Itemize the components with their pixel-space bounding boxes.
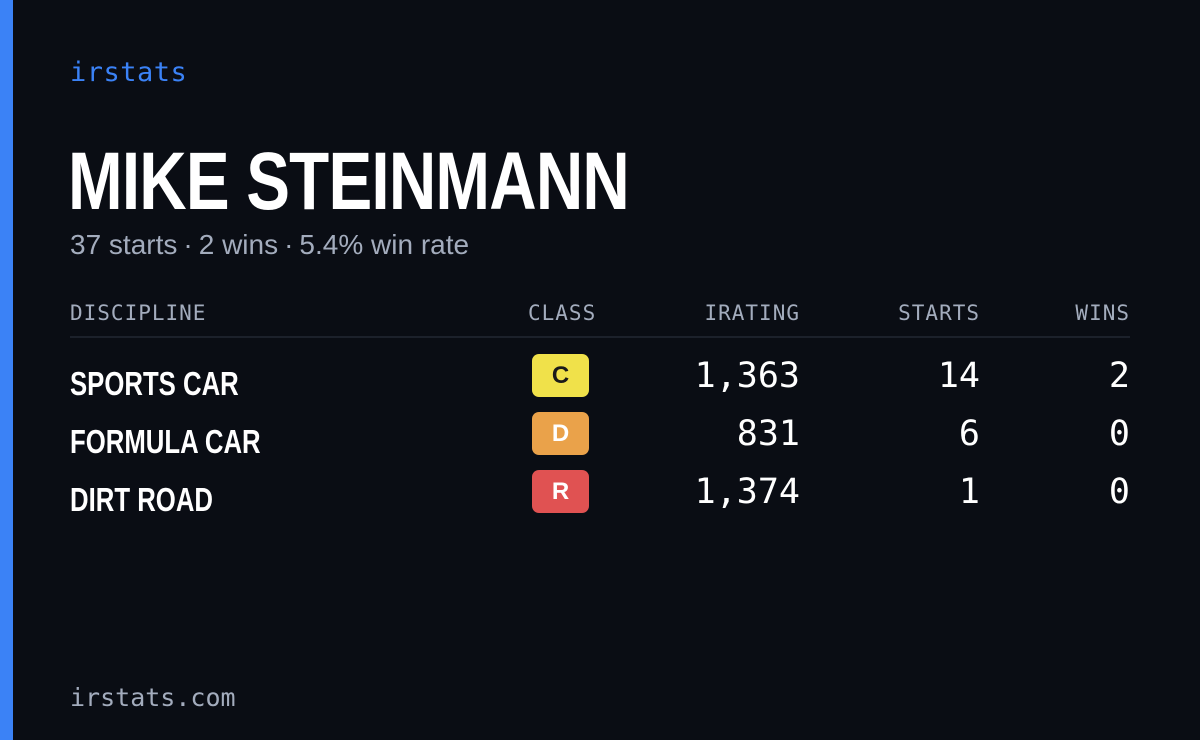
summary-wins: 2 wins — [198, 229, 279, 260]
discipline-name: FORMULA CAR — [70, 423, 261, 460]
table-body: SPORTS CAR C 1,363 14 2 FORMULA CAR D 83… — [70, 352, 1130, 526]
driver-name: MIKE STEINMANN — [68, 136, 630, 227]
career-summary: 37 starts · 2 wins · 5.4% win rate — [70, 228, 469, 262]
brand-logo-text[interactable]: irstats — [70, 57, 188, 88]
header-irating: IRATING — [704, 301, 800, 325]
header-starts: STARTS — [898, 301, 980, 325]
irating-value: 1,363 — [694, 356, 800, 396]
class-badge: C — [532, 354, 589, 397]
wins-value: 0 — [1108, 414, 1130, 454]
summary-separator: · — [183, 229, 193, 260]
wins-value: 0 — [1108, 472, 1130, 512]
irating-value: 831 — [736, 414, 800, 454]
table-row: FORMULA CAR D 831 6 0 — [70, 410, 1130, 468]
discipline-name: SPORTS CAR — [70, 365, 239, 402]
class-badge: R — [532, 470, 589, 513]
wins-value: 2 — [1108, 356, 1130, 396]
header-wins: WINS — [1075, 301, 1130, 325]
footer-url[interactable]: irstats.com — [70, 683, 236, 712]
starts-value: 14 — [937, 356, 980, 396]
starts-value: 1 — [958, 472, 980, 512]
table-header: DISCIPLINE CLASS IRATING STARTS WINS — [70, 296, 1130, 338]
discipline-name: DIRT ROAD — [70, 481, 213, 518]
header-class: CLASS — [528, 301, 597, 325]
class-badge: D — [532, 412, 589, 455]
summary-win-rate: 5.4% win rate — [299, 229, 470, 260]
summary-starts: 37 starts — [70, 229, 178, 260]
accent-bar — [0, 0, 13, 740]
irating-value: 1,374 — [694, 472, 800, 512]
header-discipline: DISCIPLINE — [70, 301, 207, 325]
summary-separator: · — [284, 229, 294, 260]
stats-table: DISCIPLINE CLASS IRATING STARTS WINS SPO… — [70, 296, 1130, 526]
starts-value: 6 — [958, 414, 980, 454]
table-row: SPORTS CAR C 1,363 14 2 — [70, 352, 1130, 410]
table-row: DIRT ROAD R 1,374 1 0 — [70, 468, 1130, 526]
